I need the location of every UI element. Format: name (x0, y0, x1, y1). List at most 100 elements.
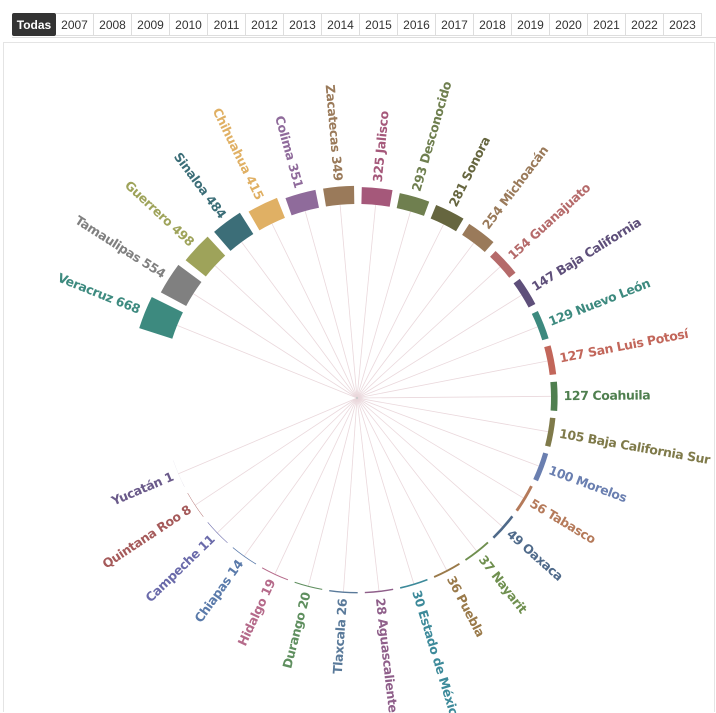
bar (364, 588, 394, 594)
label-value: 498 (169, 221, 197, 249)
bar (207, 522, 228, 544)
label-value: 30 (410, 588, 429, 609)
bar-label: 129Nuevo León (546, 275, 652, 328)
spoke (356, 360, 548, 399)
bar (433, 563, 460, 578)
spoke (356, 397, 524, 499)
year-tab[interactable]: 2019 (512, 13, 550, 36)
spoke (244, 397, 358, 557)
year-tab[interactable]: 2022 (626, 13, 664, 36)
year-tab[interactable]: 2020 (550, 13, 588, 36)
spoke (356, 397, 549, 433)
year-tab[interactable]: 2014 (322, 13, 360, 36)
bar-label: Durango20 (279, 590, 313, 670)
label-value: 8 (178, 502, 193, 519)
label-value: 554 (140, 255, 170, 281)
bar-label: Chiapas14 (191, 556, 246, 625)
label-value: 20 (294, 590, 313, 611)
label-value: 100 (547, 462, 576, 485)
year-tab[interactable]: 2018 (474, 13, 512, 36)
label-name: Estado de México (416, 608, 465, 713)
label-name: Sinaloa (171, 149, 212, 197)
bar (323, 185, 355, 207)
bar-label: Sinaloa484 (171, 149, 230, 221)
bar (492, 515, 514, 539)
label-name: Guerrero (122, 177, 177, 229)
spoke (356, 397, 380, 591)
label-name: San Luis Potosí (587, 325, 691, 359)
bar-label: Colima351 (273, 114, 307, 190)
label-value: 293 (408, 165, 429, 193)
label-name: Aguascalientes (376, 618, 402, 713)
spoke (304, 210, 358, 399)
spoke (356, 397, 447, 571)
bar (185, 236, 226, 277)
year-tab[interactable]: 2013 (284, 13, 322, 36)
label-name: Guanajuato (526, 179, 594, 243)
year-tab[interactable]: 2021 (588, 13, 626, 36)
year-tab[interactable]: 2009 (132, 13, 170, 36)
label-value: 1 (162, 468, 176, 485)
bar (533, 452, 549, 482)
label-value: 129 (546, 305, 575, 328)
bar (285, 189, 319, 216)
bar (490, 250, 516, 278)
bar (531, 310, 549, 341)
bar-label: 56Tabasco (528, 495, 600, 546)
bar (464, 541, 489, 561)
bar-label: 293Desconocido (408, 79, 454, 193)
year-tab[interactable]: 2016 (398, 13, 436, 36)
bar (544, 345, 557, 376)
bar (248, 197, 285, 231)
year-tab[interactable]: 2015 (360, 13, 398, 36)
label-name: Hidalgo (234, 595, 270, 648)
year-tab[interactable]: 2023 (664, 13, 702, 36)
label-value: 36 (444, 573, 465, 595)
year-tab[interactable]: 2011 (208, 13, 246, 36)
spoke (356, 395, 551, 399)
bar (139, 297, 183, 339)
label-value: 11 (195, 531, 217, 553)
year-tab[interactable]: 2012 (246, 13, 284, 36)
bar-label: 127 Coahuila (564, 387, 651, 403)
bar-label: Veracruz668 (56, 269, 143, 316)
bar-label: 325Jalisco (369, 110, 391, 183)
label-value: 19 (257, 577, 278, 598)
bar (545, 417, 556, 447)
label-name: Campeche (142, 546, 203, 605)
year-tab[interactable]: 2007 (56, 13, 94, 36)
spoke (343, 397, 358, 592)
bar-label: 30Estado de México (410, 588, 465, 713)
label-name: Nuevo León (573, 275, 652, 318)
label-name: Coahuila (592, 387, 650, 403)
label-value: 147 (529, 268, 558, 294)
label-name: Zacatecas (323, 84, 344, 153)
year-tab[interactable]: Todas (12, 13, 56, 36)
label-name: Baja California (553, 214, 643, 278)
spoke (339, 204, 358, 399)
label-name: Tabasco (545, 506, 599, 547)
label-name: Michoacán (496, 143, 551, 209)
year-tab[interactable]: 2008 (94, 13, 132, 36)
bar (329, 590, 358, 594)
bar-label: Yucatán1 (108, 468, 175, 508)
label-value: 127 (558, 345, 585, 364)
bar-label: Chihuahua415 (210, 105, 267, 202)
chart-frame (3, 42, 715, 712)
label-name: Quintana Roo (99, 508, 184, 571)
bar-label: Tamaulipas554 (73, 212, 169, 281)
bar-label: 127San Luis Potosí (558, 325, 690, 365)
label-value: 28 (373, 597, 390, 615)
label-value: 105 (558, 425, 585, 444)
bar (399, 578, 428, 589)
label-value: 349 (329, 155, 346, 181)
spoke (356, 397, 415, 584)
year-tab[interactable]: 2010 (170, 13, 208, 36)
label-name: Tamaulipas (73, 212, 144, 265)
label-name: Colima (273, 114, 300, 162)
bar (513, 278, 536, 308)
spoke (241, 241, 358, 399)
year-tab[interactable]: 2017 (436, 13, 474, 36)
